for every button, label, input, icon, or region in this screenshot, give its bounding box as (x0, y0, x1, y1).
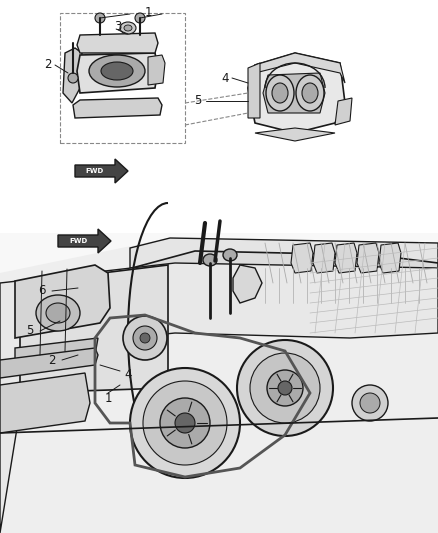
Polygon shape (73, 98, 162, 118)
Polygon shape (233, 265, 262, 303)
Ellipse shape (267, 370, 303, 406)
Polygon shape (379, 243, 401, 273)
Polygon shape (255, 53, 345, 83)
Polygon shape (15, 338, 98, 368)
Polygon shape (148, 55, 165, 85)
Polygon shape (0, 373, 90, 433)
Ellipse shape (302, 83, 318, 103)
Polygon shape (77, 33, 158, 53)
Polygon shape (132, 251, 438, 291)
Ellipse shape (36, 295, 80, 331)
Text: 5: 5 (194, 94, 201, 108)
Ellipse shape (140, 333, 150, 343)
Ellipse shape (133, 326, 157, 350)
Text: 1: 1 (144, 6, 152, 20)
Ellipse shape (68, 73, 78, 83)
Ellipse shape (237, 340, 333, 436)
Polygon shape (130, 238, 438, 268)
Ellipse shape (120, 22, 136, 34)
Ellipse shape (101, 62, 133, 80)
Polygon shape (248, 53, 345, 133)
Text: 4: 4 (124, 368, 132, 382)
Ellipse shape (296, 75, 324, 111)
Ellipse shape (175, 413, 195, 433)
Polygon shape (357, 243, 379, 273)
Ellipse shape (266, 75, 294, 111)
Polygon shape (63, 48, 82, 103)
Polygon shape (335, 243, 357, 273)
Polygon shape (77, 53, 158, 93)
Ellipse shape (352, 385, 388, 421)
Ellipse shape (95, 13, 105, 23)
Ellipse shape (46, 303, 70, 323)
Ellipse shape (278, 381, 292, 395)
Ellipse shape (123, 316, 167, 360)
Polygon shape (248, 63, 260, 118)
Polygon shape (15, 265, 110, 338)
Polygon shape (0, 238, 438, 533)
Ellipse shape (160, 398, 210, 448)
Ellipse shape (360, 393, 380, 413)
Ellipse shape (135, 13, 145, 23)
Text: 4: 4 (221, 71, 229, 85)
Text: 1: 1 (104, 392, 112, 405)
Ellipse shape (130, 368, 240, 478)
Polygon shape (263, 73, 325, 113)
Text: FWD: FWD (69, 238, 87, 244)
Polygon shape (255, 128, 335, 141)
Polygon shape (20, 265, 168, 393)
Text: 3: 3 (114, 20, 122, 33)
Bar (0, 233, 438, 533)
Ellipse shape (223, 249, 237, 261)
Ellipse shape (89, 55, 145, 87)
Ellipse shape (143, 381, 227, 465)
Polygon shape (0, 263, 438, 533)
Text: 2: 2 (44, 59, 52, 71)
Ellipse shape (250, 353, 320, 423)
Ellipse shape (203, 254, 217, 266)
Polygon shape (335, 98, 352, 125)
Text: 2: 2 (48, 353, 56, 367)
Ellipse shape (272, 83, 288, 103)
Polygon shape (291, 243, 313, 273)
Text: FWD: FWD (86, 168, 104, 174)
Text: 5: 5 (26, 325, 34, 337)
Polygon shape (313, 243, 335, 273)
Bar (60, 13, 185, 143)
Polygon shape (0, 348, 98, 378)
Polygon shape (75, 159, 128, 183)
Text: 6: 6 (38, 285, 46, 297)
Ellipse shape (124, 25, 132, 31)
Polygon shape (58, 229, 111, 253)
